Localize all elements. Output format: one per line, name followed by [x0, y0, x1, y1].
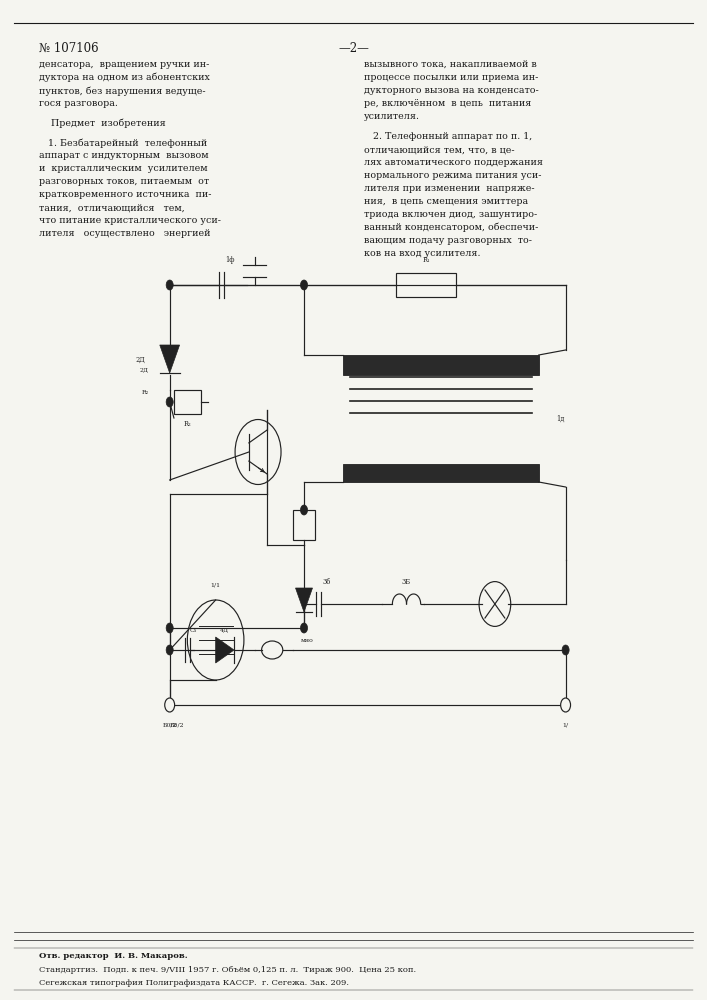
Circle shape	[166, 280, 173, 290]
Bar	[174, 390, 201, 414]
Text: 2Д: 2Д	[139, 367, 148, 372]
Text: 1/1: 1/1	[211, 582, 221, 587]
Bar	[343, 464, 539, 482]
Text: Стандартгиз.  Подп. к печ. 9/VIII 1957 г. Объём 0,125 п. л.  Тираж 900.  Цена 25: Стандартгиз. Подп. к печ. 9/VIII 1957 г.…	[39, 966, 416, 974]
Text: C₅: C₅	[189, 628, 197, 633]
Text: триода включен диод, зашунтиро-: триода включен диод, зашунтиро-	[364, 210, 537, 219]
Bar	[293, 510, 315, 540]
Circle shape	[166, 623, 173, 633]
Text: 4Д: 4Д	[220, 628, 230, 633]
Text: что питание кристаллического уси-: что питание кристаллического уси-	[39, 216, 221, 225]
Text: R₂: R₂	[184, 420, 191, 428]
Text: лителя при изменении  напряже-: лителя при изменении напряже-	[364, 184, 534, 193]
Text: процессе посылки или приема ин-: процессе посылки или приема ин-	[364, 73, 539, 82]
Text: гося разговора.: гося разговора.	[39, 99, 118, 108]
Text: вающим подачу разговорных  то-: вающим подачу разговорных то-	[364, 236, 532, 245]
Polygon shape	[296, 588, 312, 612]
Text: пунктов, без нарушения ведуще-: пунктов, без нарушения ведуще-	[39, 86, 206, 96]
Text: 3Б: 3Б	[402, 578, 411, 586]
Text: R₂: R₂	[141, 389, 148, 394]
Text: денсатора,  вращением ручки ин-: денсатора, вращением ручки ин-	[39, 60, 209, 69]
Text: аппарат с индукторным  вызовом: аппарат с индукторным вызовом	[39, 151, 209, 160]
Circle shape	[300, 623, 308, 633]
Text: № 107106: № 107106	[39, 42, 98, 55]
Text: Предмет  изобретения: Предмет изобретения	[39, 119, 165, 128]
Text: дуктора на одном из абонентских: дуктора на одном из абонентских	[39, 73, 210, 83]
Circle shape	[561, 698, 571, 712]
Text: и  кристаллическим  усилителем: и кристаллическим усилителем	[39, 164, 208, 173]
Text: кратковременного источника  пи-: кратковременного источника пи-	[39, 190, 211, 199]
Bar	[343, 355, 539, 375]
Circle shape	[300, 280, 308, 290]
Text: —2—: —2—	[338, 42, 369, 55]
Text: 1/: 1/	[563, 722, 568, 728]
Text: ре, включённом  в цепь  питания: ре, включённом в цепь питания	[364, 99, 532, 108]
Text: Б0/2: Б0/2	[170, 722, 184, 728]
Text: отличающийся тем, что, в це-: отличающийся тем, что, в це-	[364, 145, 515, 154]
Text: 2. Телефонный аппарат по п. 1,: 2. Телефонный аппарат по п. 1,	[364, 132, 532, 141]
Text: 3б: 3б	[322, 578, 331, 586]
Polygon shape	[160, 345, 180, 373]
Text: 1д: 1д	[556, 414, 565, 422]
Text: нормального режима питания уси-: нормального режима питания уси-	[364, 171, 542, 180]
Text: 2Д: 2Д	[135, 356, 145, 364]
Text: разговорных токов, питаемым  от: разговорных токов, питаемым от	[39, 177, 209, 186]
Text: ния,  в цепь смещения эмиттера: ния, в цепь смещения эмиттера	[364, 197, 528, 206]
Text: усилителя.: усилителя.	[364, 112, 420, 121]
Text: R₁: R₁	[422, 256, 430, 264]
Text: Отв. редактор  И. В. Макаров.: Отв. редактор И. В. Макаров.	[39, 952, 187, 960]
Text: лях автоматического поддержания: лях автоматического поддержания	[364, 158, 543, 167]
Text: ванный конденсатором, обеспечи-: ванный конденсатором, обеспечи-	[364, 223, 539, 232]
Bar	[396, 273, 456, 297]
Circle shape	[562, 645, 569, 655]
Text: Б0/2: Б0/2	[163, 722, 177, 728]
Circle shape	[300, 505, 308, 515]
Circle shape	[165, 698, 175, 712]
Text: ков на вход усилителя.: ков на вход усилителя.	[364, 249, 481, 258]
Text: дукторного вызова на конденсато-: дукторного вызова на конденсато-	[364, 86, 539, 95]
Polygon shape	[216, 637, 234, 663]
Text: Сегежская типография Полиграфиздата КАССР.  г. Сегежа. Зак. 209.: Сегежская типография Полиграфиздата КАСС…	[39, 979, 349, 987]
Text: 1. Безбатарейный  телефонный: 1. Безбатарейный телефонный	[39, 138, 207, 147]
Circle shape	[166, 645, 173, 655]
Text: тания,  отличающийся   тем,: тания, отличающийся тем,	[39, 203, 185, 212]
Text: 1ф: 1ф	[225, 256, 235, 264]
Circle shape	[166, 397, 173, 407]
Text: вызывного тока, накапливаемой в: вызывного тока, накапливаемой в	[364, 60, 537, 69]
Text: лителя   осуществлено   энергией: лителя осуществлено энергией	[39, 229, 211, 238]
Text: мно: мно	[300, 638, 313, 643]
